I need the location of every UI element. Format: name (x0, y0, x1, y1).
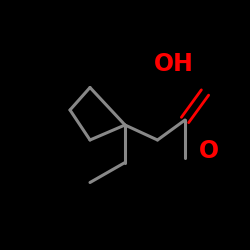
Text: OH: OH (154, 52, 194, 76)
Text: O: O (199, 139, 219, 163)
